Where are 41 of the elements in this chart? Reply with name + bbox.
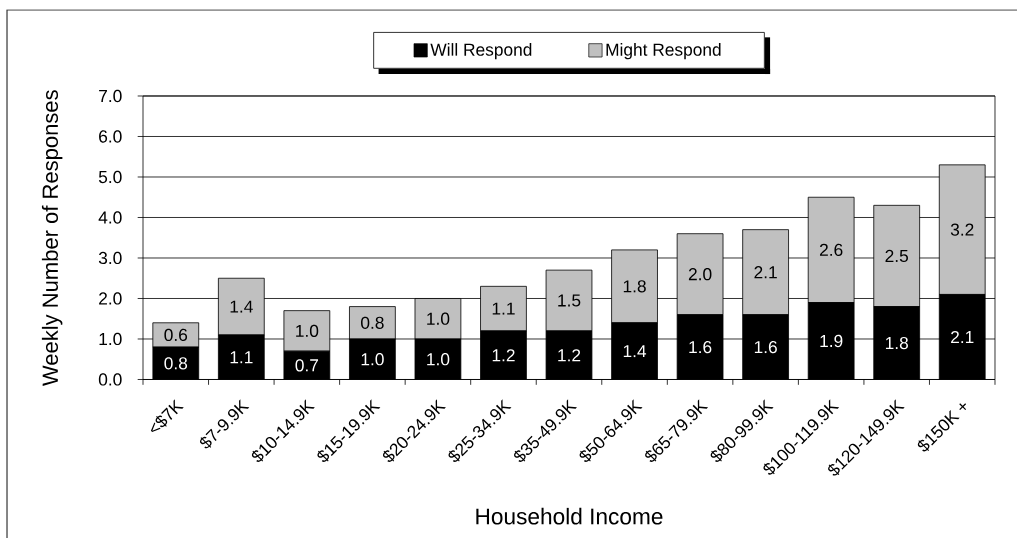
data-label: 1.1	[230, 351, 253, 364]
data-label: 1.9	[820, 334, 843, 348]
data-label: 1.2	[558, 349, 581, 362]
data-label: 1.6	[689, 340, 712, 354]
data-label: 1.4	[623, 345, 647, 358]
data-label: 2.1	[951, 330, 974, 344]
legend-label: Will Respond	[430, 43, 532, 60]
data-label: 1.5	[558, 294, 581, 307]
y-tick-label: 5.0	[98, 170, 122, 184]
data-label: 1.0	[361, 353, 384, 366]
data-label: 1.0	[427, 312, 450, 325]
y-tick-label: 7.0	[99, 89, 122, 103]
y-tick-label: 1.0	[99, 332, 122, 346]
y-tick-label: 0.0	[98, 373, 122, 386]
data-label: 0.7	[295, 359, 319, 372]
bar	[349, 306, 396, 340]
data-label: 0.8	[164, 357, 188, 370]
data-label: 1.0	[296, 324, 319, 338]
y-tick-label: 6.0	[99, 130, 122, 143]
data-label: 1.6	[754, 340, 777, 354]
y-axis-title: Weekly Number of Responses	[41, 90, 63, 386]
data-label: 2.0	[688, 268, 712, 281]
data-label: 0.6	[164, 328, 188, 342]
data-label: 1.8	[623, 280, 646, 293]
data-label: 1.1	[492, 302, 515, 315]
x-axis-title: Household Income	[476, 507, 663, 525]
data-label: 2.6	[819, 243, 843, 257]
data-label: 1.0	[427, 353, 450, 366]
data-label: 0.8	[361, 316, 384, 329]
data-label: 1.8	[885, 336, 908, 350]
data-label: 2.5	[885, 249, 909, 263]
bar	[414, 298, 462, 340]
data-label: 1.4	[230, 300, 253, 313]
y-tick-label: 3.0	[98, 251, 122, 265]
data-label: 3.2	[950, 223, 974, 236]
bar	[283, 310, 331, 352]
data-label: 1.2	[492, 349, 515, 362]
y-tick-label: 4.0	[98, 211, 122, 224]
y-tick-label: 2.0	[99, 292, 122, 305]
data-label: 2.1	[754, 266, 777, 279]
legend-label: Might Respond	[606, 43, 721, 60]
